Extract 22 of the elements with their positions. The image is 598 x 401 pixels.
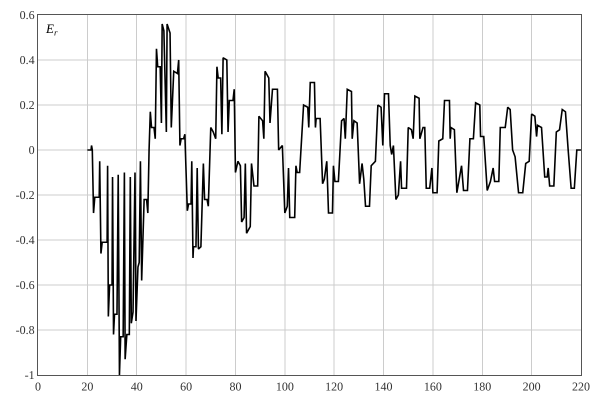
x-tick-label: 160 — [424, 379, 442, 394]
x-tick-label: 60 — [180, 379, 192, 394]
x-tick-label: 20 — [81, 379, 94, 394]
y-tick-label: 0.2 — [20, 98, 35, 112]
annotation: E$_{r}$ — [45, 21, 58, 38]
x-tick-label: 40 — [130, 379, 143, 394]
x-tick-label: 120 — [325, 379, 344, 394]
y-tick-label: 0.4 — [20, 53, 35, 68]
y-tick-label: -1 — [24, 368, 35, 382]
line-series — [86, 23, 581, 375]
x-tick-label: 200 — [522, 379, 541, 394]
y-tick-label: -0.2 — [16, 188, 35, 202]
x-tick-label: 140 — [374, 379, 393, 394]
x-tick-label: 80 — [229, 379, 242, 394]
x-tick-label: 180 — [473, 379, 492, 394]
y-tick-label: 0.6 — [20, 8, 35, 22]
y-tick-label: 0 — [28, 143, 35, 158]
y-tick-label: -0.6 — [16, 278, 35, 292]
y-tick-label: -0.4 — [16, 233, 35, 248]
x-tick-label: 220 — [572, 379, 590, 394]
y-tick-label: -0.8 — [16, 323, 35, 338]
x-tick-label: 100 — [276, 379, 294, 394]
